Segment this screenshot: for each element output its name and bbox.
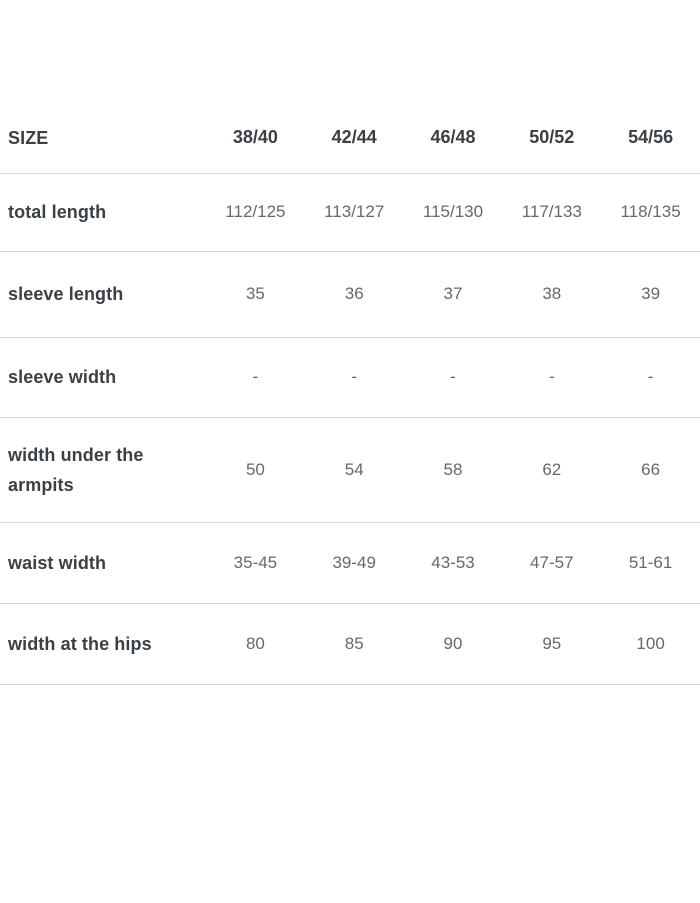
cell-value: 117/133 xyxy=(502,173,602,252)
table-row-width-at-hips: width at the hips 80 85 90 95 100 xyxy=(0,603,700,685)
cell-value: - xyxy=(601,337,700,418)
cell-value: 35-45 xyxy=(206,522,305,604)
row-label: width under the armpits xyxy=(0,417,206,523)
cell-value: 38 xyxy=(502,251,602,338)
cell-value: 35 xyxy=(206,251,305,338)
cell-value: 54 xyxy=(304,417,404,523)
cell-value: 66 xyxy=(601,417,700,523)
cell-value: 62 xyxy=(502,417,602,523)
cell-value: 36 xyxy=(304,251,404,338)
size-chart-table: SIZE 38/40 42/44 46/48 50/52 54/56 total… xyxy=(0,103,700,685)
size-column-header: 38/40 xyxy=(206,103,305,174)
cell-value: - xyxy=(304,337,404,418)
row-label: sleeve width xyxy=(0,337,206,418)
cell-value: 118/135 xyxy=(601,173,700,252)
header-row: SIZE 38/40 42/44 46/48 50/52 54/56 xyxy=(0,103,700,174)
cell-value: 95 xyxy=(502,603,602,685)
cell-value: 39 xyxy=(601,251,700,338)
size-column-header: 46/48 xyxy=(403,103,503,174)
cell-value: 39-49 xyxy=(304,522,404,604)
row-label: width at the hips xyxy=(0,603,206,685)
cell-value: 100 xyxy=(601,603,700,685)
size-header-label: SIZE xyxy=(0,103,206,174)
cell-value: 43-53 xyxy=(403,522,503,604)
cell-value: 58 xyxy=(403,417,503,523)
cell-value: - xyxy=(502,337,602,418)
table-row-width-under-armpits: width under the armpits 50 54 58 62 66 xyxy=(0,417,700,523)
cell-value: 47-57 xyxy=(502,522,602,604)
table-row-sleeve-width: sleeve width - - - - - xyxy=(0,337,700,418)
table-row-sleeve-length: sleeve length 35 36 37 38 39 xyxy=(0,251,700,338)
cell-value: - xyxy=(403,337,503,418)
row-label: total length xyxy=(0,173,206,252)
cell-value: 80 xyxy=(206,603,305,685)
table-row-total-length: total length 112/125 113/127 115/130 117… xyxy=(0,173,700,252)
size-column-header: 50/52 xyxy=(502,103,602,174)
cell-value: 90 xyxy=(403,603,503,685)
cell-value: 113/127 xyxy=(304,173,404,252)
table-row-waist-width: waist width 35-45 39-49 43-53 47-57 51-6… xyxy=(0,522,700,604)
size-column-header: 54/56 xyxy=(601,103,700,174)
cell-value: - xyxy=(206,337,305,418)
cell-value: 115/130 xyxy=(403,173,503,252)
cell-value: 85 xyxy=(304,603,404,685)
cell-value: 51-61 xyxy=(601,522,700,604)
cell-value: 50 xyxy=(206,417,305,523)
cell-value: 112/125 xyxy=(206,173,305,252)
size-chart-page: SIZE 38/40 42/44 46/48 50/52 54/56 total… xyxy=(0,103,700,903)
size-column-header: 42/44 xyxy=(304,103,404,174)
cell-value: 37 xyxy=(403,251,503,338)
row-label: waist width xyxy=(0,522,206,604)
row-label: sleeve length xyxy=(0,251,206,338)
